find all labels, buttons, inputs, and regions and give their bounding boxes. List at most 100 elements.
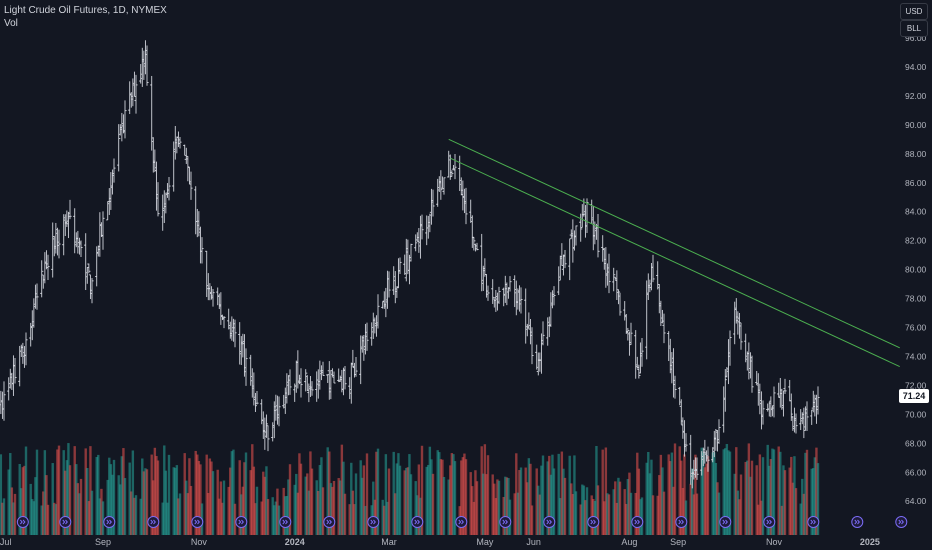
volume-bar bbox=[772, 449, 776, 535]
price-bar bbox=[238, 322, 242, 365]
price-bar bbox=[426, 215, 430, 239]
volume-bar bbox=[392, 451, 395, 535]
price-bar bbox=[8, 368, 12, 389]
event-marker-glyph bbox=[678, 519, 684, 525]
currency-badge[interactable]: USD bbox=[900, 3, 928, 20]
price-bar bbox=[513, 275, 517, 308]
volume-bar bbox=[728, 451, 732, 535]
price-bar bbox=[351, 349, 355, 368]
price-bar bbox=[469, 199, 473, 223]
price-bar bbox=[483, 258, 487, 277]
price-bar bbox=[19, 344, 23, 357]
price-bar bbox=[615, 270, 619, 301]
volume-bar bbox=[747, 443, 751, 535]
event-marker-icon bbox=[631, 516, 644, 528]
price-bar bbox=[475, 242, 479, 251]
price-bar bbox=[189, 171, 193, 200]
volume-bar bbox=[328, 451, 331, 535]
event-marker-glyph bbox=[282, 519, 288, 525]
volume-bar bbox=[309, 451, 312, 535]
y-tick-label: 90.00 bbox=[905, 120, 927, 130]
event-marker-ring bbox=[323, 516, 336, 528]
volume-bar bbox=[474, 470, 477, 535]
price-bar bbox=[66, 211, 71, 239]
volume-bar bbox=[376, 448, 380, 535]
volume-bar bbox=[559, 498, 562, 535]
price-bar bbox=[755, 370, 759, 385]
volume-bar bbox=[254, 503, 257, 535]
x-tick-label: Nov bbox=[766, 537, 783, 547]
volume-bar bbox=[42, 491, 45, 535]
price-bar bbox=[601, 235, 605, 262]
price-bar bbox=[491, 279, 495, 304]
price-bar bbox=[811, 390, 815, 413]
volume-bar bbox=[515, 453, 518, 535]
volume-bar bbox=[469, 472, 472, 535]
volume-bar bbox=[552, 468, 556, 535]
price-bar bbox=[40, 260, 44, 298]
volume-bar bbox=[802, 493, 806, 535]
price-bar bbox=[758, 383, 762, 415]
price-bar bbox=[139, 64, 143, 84]
volume-bar bbox=[35, 449, 39, 535]
price-bar bbox=[660, 309, 665, 324]
last-price-label: 71.24 bbox=[899, 389, 929, 404]
price-bar bbox=[285, 373, 289, 404]
price-bar bbox=[605, 263, 610, 286]
x-tick-label: Sep bbox=[670, 537, 686, 547]
chart-header: Light Crude Oil Futures, 1D, NYMEX Vol bbox=[4, 4, 167, 30]
volume-bar bbox=[584, 500, 587, 535]
event-marker-ring bbox=[59, 516, 72, 528]
volume-bar bbox=[406, 467, 410, 535]
price-bar bbox=[536, 352, 540, 376]
volume-bar bbox=[29, 483, 32, 535]
event-marker-ring bbox=[587, 516, 600, 528]
volume-bar bbox=[579, 504, 582, 535]
time-axis[interactable]: Jul Sep Nov 2024 Mar May Jun Aug Sep Nov 2025 bbox=[0, 537, 880, 547]
x-tick-label: Nov bbox=[191, 537, 208, 547]
unit-badge[interactable]: BLL bbox=[900, 20, 928, 37]
price-bar bbox=[143, 40, 148, 75]
volume-bar bbox=[617, 477, 620, 535]
volume-bar bbox=[648, 473, 652, 535]
volume-bar bbox=[551, 454, 554, 535]
price-bar bbox=[65, 210, 69, 227]
price-bar bbox=[772, 386, 776, 418]
volume-bar bbox=[351, 490, 355, 535]
volume-bar bbox=[343, 493, 347, 535]
volume-indicator-label[interactable]: Vol bbox=[4, 18, 18, 29]
y-tick-label: 76.00 bbox=[905, 323, 927, 333]
volume-bar bbox=[614, 481, 617, 535]
volume-bar bbox=[516, 492, 520, 535]
price-bar bbox=[266, 425, 270, 452]
price-bar bbox=[308, 376, 313, 397]
volume-bar bbox=[637, 468, 641, 535]
price-bar bbox=[770, 405, 775, 417]
y-tick-label: 86.00 bbox=[905, 178, 927, 188]
price-bar bbox=[164, 192, 168, 214]
price-bar bbox=[734, 298, 738, 324]
event-marker-ring bbox=[499, 516, 512, 528]
price-bar bbox=[359, 335, 363, 385]
volume-bar bbox=[384, 454, 388, 535]
price-bar bbox=[307, 383, 311, 403]
y-tick-label: 96.00 bbox=[905, 33, 927, 43]
volume-bar bbox=[7, 469, 10, 535]
price-bar bbox=[527, 312, 531, 330]
price-bar bbox=[99, 222, 104, 237]
price-bar bbox=[480, 233, 484, 292]
price-bar bbox=[816, 386, 820, 415]
volume-bar bbox=[130, 491, 133, 535]
volume-bar bbox=[724, 448, 727, 535]
price-bar bbox=[524, 288, 528, 344]
volume-bar bbox=[79, 478, 83, 535]
price-bar bbox=[250, 368, 254, 398]
price-axis[interactable]: 64.00 66.00 68.00 70.00 72.00 74.00 76.00 78.00… bbox=[905, 33, 927, 506]
volume-bar bbox=[318, 465, 322, 535]
x-tick-label: Mar bbox=[381, 537, 397, 547]
price-bar bbox=[241, 333, 245, 358]
price-bar bbox=[673, 375, 677, 399]
volume-bar bbox=[120, 456, 124, 535]
volume-bar bbox=[350, 462, 353, 535]
